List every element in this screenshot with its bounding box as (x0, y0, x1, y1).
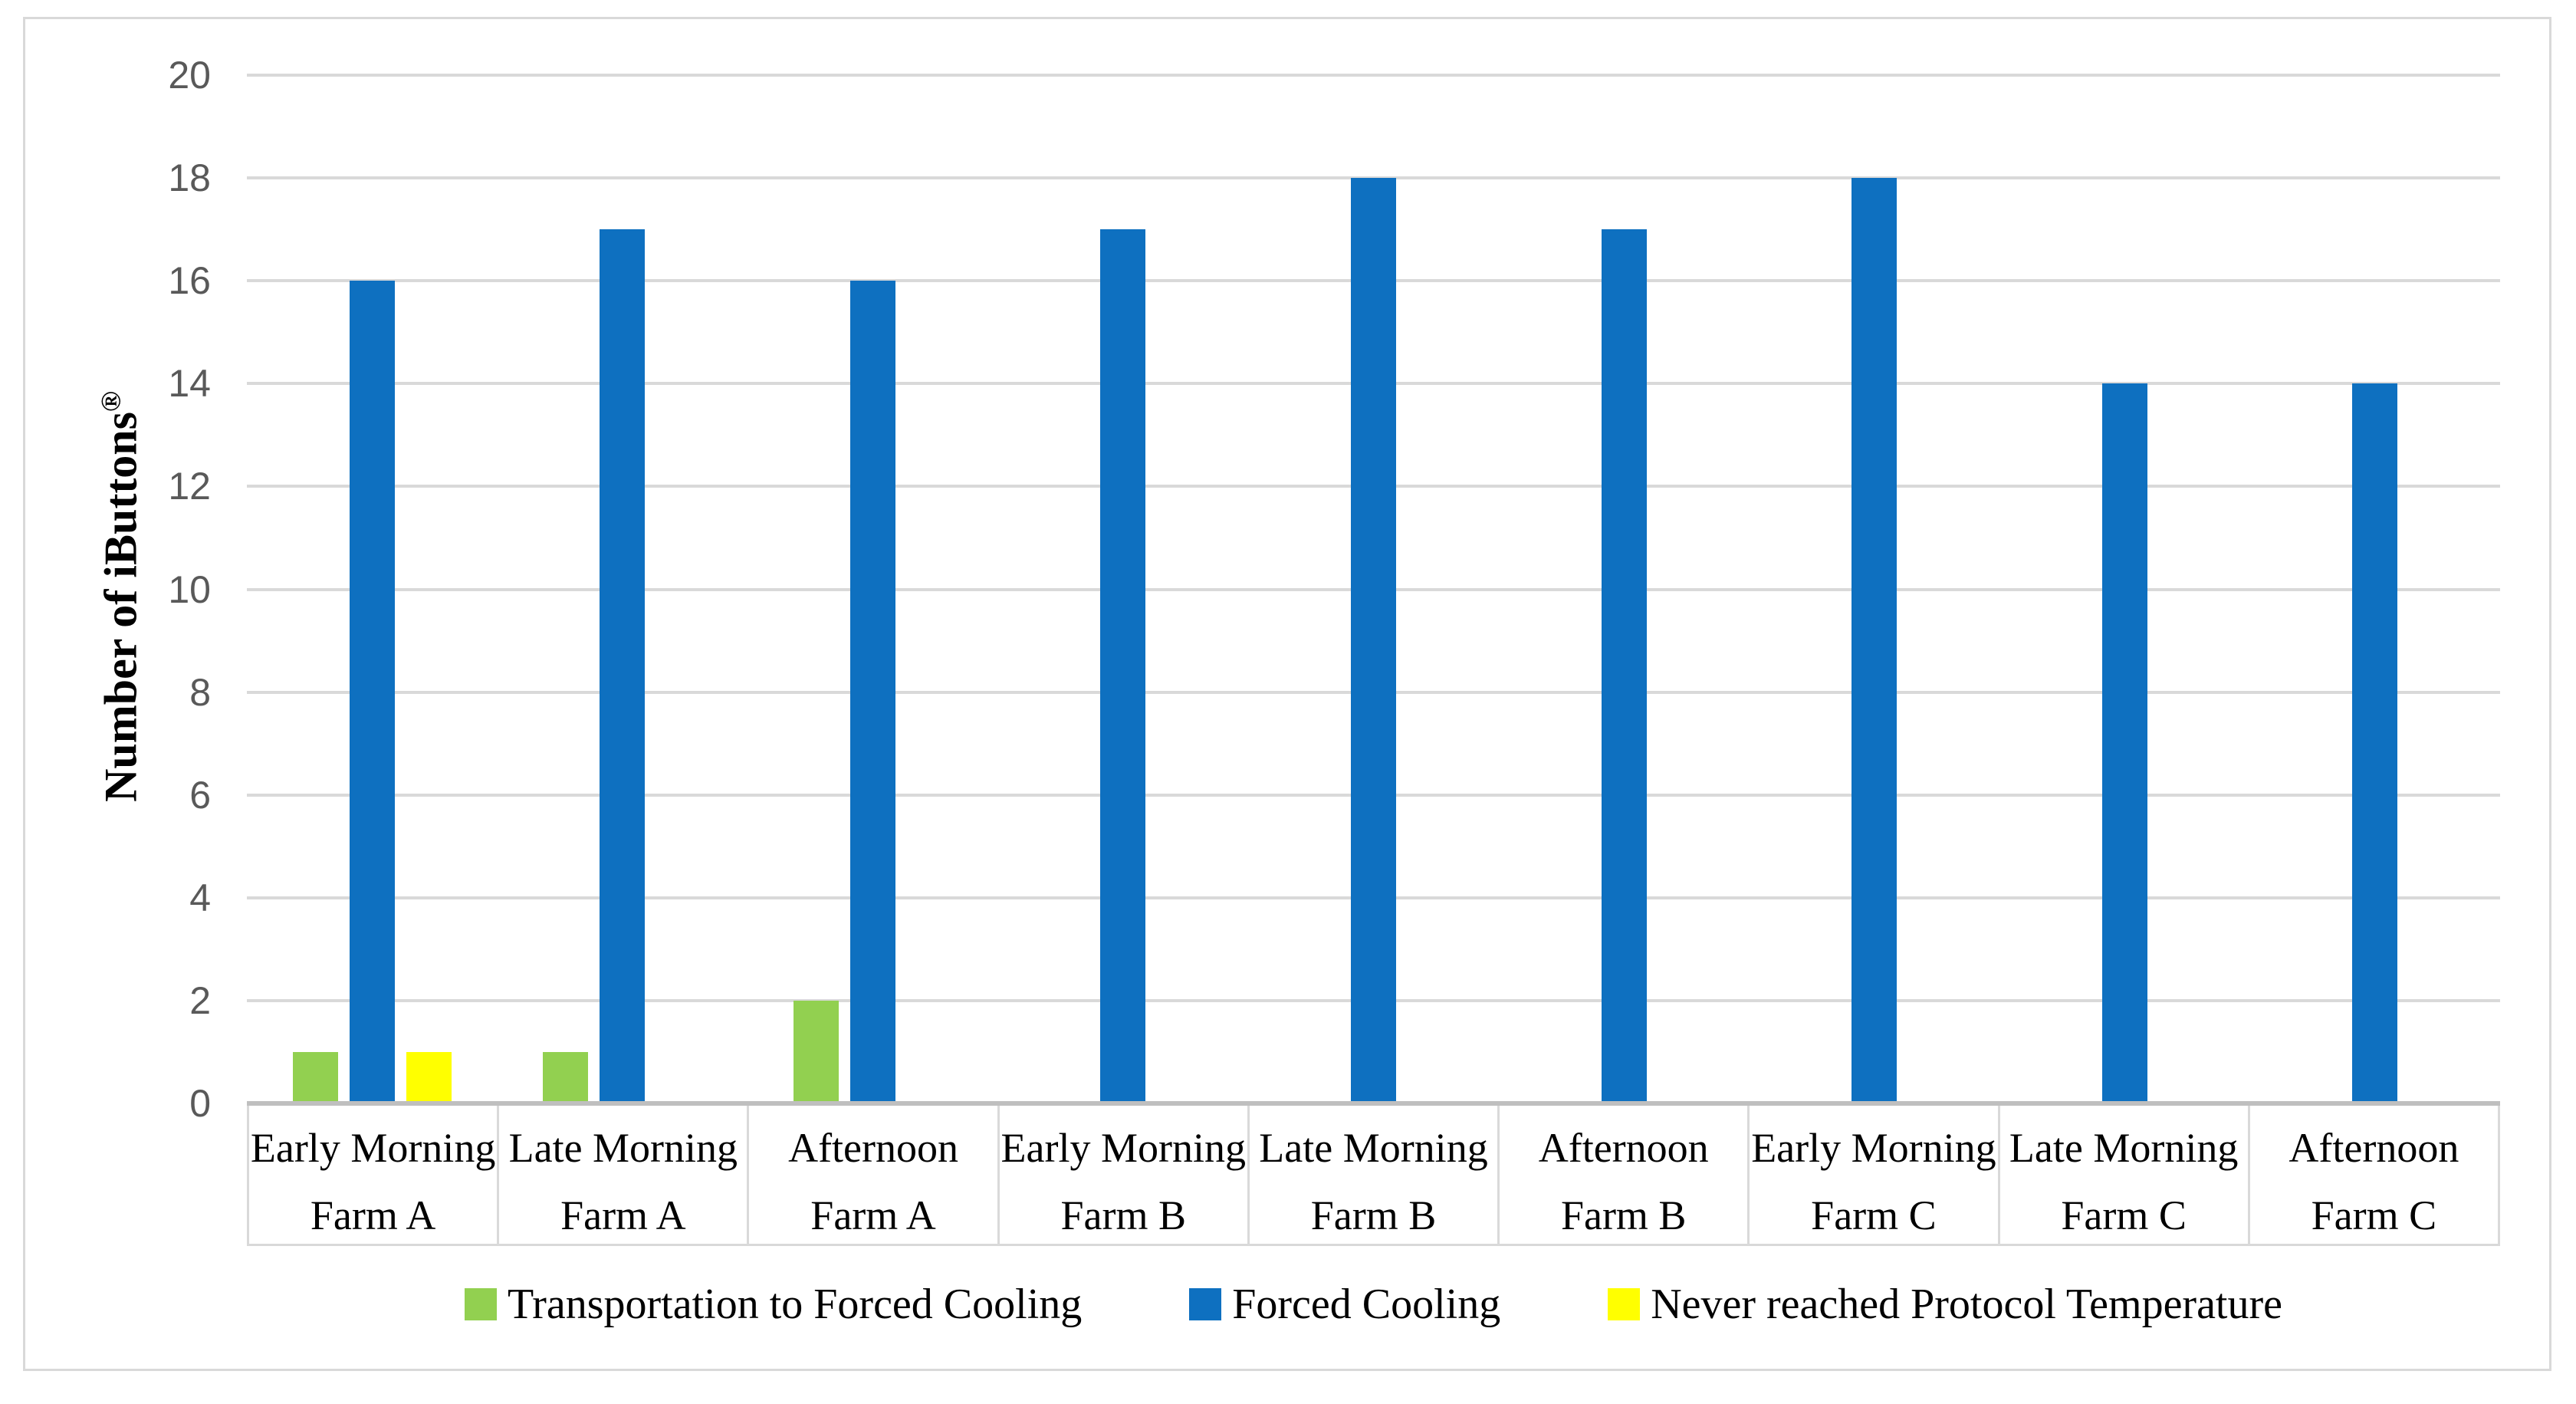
x-category-farm-label: Farm A (560, 1192, 686, 1238)
bar-group-9 (2249, 75, 2500, 1103)
x-axis-line (247, 1101, 2500, 1106)
y-tick-label-0: 0 (189, 1082, 211, 1125)
y-tick-label-8: 8 (189, 670, 211, 714)
bar-group-1 (247, 75, 498, 1103)
bar-series-2-cat-1 (349, 281, 395, 1103)
legend-label: Forced Cooling (1232, 1281, 1501, 1328)
x-category-cell-1: Early Morning Farm A (247, 1106, 497, 1244)
y-tick-label-18: 18 (168, 156, 211, 200)
x-category-farm-label: Farm C (1811, 1192, 1937, 1238)
legend-swatch-icon (1189, 1288, 1222, 1320)
bar-series-2-cat-9 (2352, 383, 2398, 1103)
x-category-farm-label: Farm B (1060, 1192, 1187, 1238)
gridline-y-18 (247, 176, 2500, 180)
bar-series-2-cat-8 (2101, 383, 2147, 1103)
x-category-cell-5: Late Morning Farm B (1247, 1106, 1497, 1244)
bar-series-2-cat-5 (1350, 178, 1396, 1103)
bar-series-2-cat-2 (600, 229, 646, 1103)
x-category-farm-label: Farm B (1310, 1192, 1437, 1238)
bar-series-2-cat-6 (1601, 229, 1647, 1103)
x-category-farm-label: Farm A (810, 1192, 936, 1238)
y-tick-label-4: 4 (189, 876, 211, 919)
legend-item-3: Never reached Protocol Temperature (1608, 1283, 2282, 1326)
x-category-cell-8: Late Morning Farm C (1997, 1106, 2248, 1244)
x-category-farm-label: Farm C (2061, 1192, 2187, 1238)
x-category-farm-label: Farm B (1560, 1192, 1687, 1238)
y-tick-label-12: 12 (168, 465, 211, 508)
y-tick-label-6: 6 (189, 773, 211, 817)
bar-group-3 (748, 75, 998, 1103)
x-category-cell-6: Afternoon Farm B (1497, 1106, 1747, 1244)
x-category-farm-label: Farm A (310, 1192, 436, 1238)
bar-series-2-cat-7 (1852, 178, 1898, 1103)
plot-area (247, 74, 2500, 1103)
bar-group-2 (498, 75, 748, 1103)
x-category-farm-label: Farm C (2311, 1192, 2437, 1238)
x-category-time-label: Early Morning (1751, 1125, 1996, 1171)
bar-group-4 (998, 75, 1249, 1103)
x-category-time-label: Early Morning (250, 1125, 496, 1171)
legend: Transportation to Forced Cooling Forced C… (247, 1283, 2500, 1326)
x-category-time-label: Late Morning (2009, 1125, 2239, 1171)
x-category-time-label: Early Morning (1001, 1125, 1246, 1171)
bar-group-7 (1749, 75, 1999, 1103)
bar-series-3-cat-1 (406, 1051, 452, 1103)
y-tick-label-14: 14 (168, 362, 211, 406)
x-category-time-label: Afternoon (2288, 1125, 2459, 1171)
legend-item-1: Transportation to Forced Cooling (465, 1283, 1082, 1326)
legend-swatch-icon (465, 1288, 497, 1320)
x-axis-category-labels: Early Morning Farm A Late Morning Farm A Aft… (247, 1106, 2500, 1246)
bar-series-1-cat-1 (292, 1051, 338, 1103)
x-category-cell-7: Early Morning Farm C (1747, 1106, 1997, 1244)
bar-series-2-cat-3 (849, 281, 895, 1103)
bar-group-6 (1499, 75, 1750, 1103)
legend-swatch-icon (1608, 1288, 1641, 1320)
gridline-y-20 (247, 74, 2500, 77)
bar-group-5 (1248, 75, 1499, 1103)
legend-item-2: Forced Cooling (1189, 1283, 1500, 1326)
x-category-cell-4: Early Morning Farm B (997, 1106, 1247, 1244)
bar-series-1-cat-3 (793, 1000, 839, 1103)
x-category-time-label: Afternoon (788, 1125, 959, 1171)
x-category-time-label: Late Morning (1259, 1125, 1488, 1171)
x-category-cell-9: Afternoon Farm C (2247, 1106, 2500, 1244)
legend-label: Never reached Protocol Temperature (1651, 1281, 2282, 1328)
y-tick-label-2: 2 (189, 978, 211, 1022)
bar-group-8 (1999, 75, 2250, 1103)
y-tick-label-10: 10 (168, 567, 211, 611)
x-category-time-label: Late Morning (508, 1125, 738, 1171)
y-tick-label-20: 20 (168, 54, 211, 97)
x-category-cell-2: Late Morning Farm A (497, 1106, 747, 1244)
bar-series-1-cat-2 (543, 1051, 589, 1103)
x-category-cell-3: Afternoon Farm A (747, 1106, 997, 1244)
chart-figure: Number of iButtons® 0 2 4 6 8 10 12 14 16 18 20 Ea… (23, 17, 2551, 1371)
legend-label: Transportation to Forced Cooling (508, 1281, 1083, 1328)
x-category-time-label: Afternoon (1538, 1125, 1709, 1171)
bar-series-2-cat-4 (1100, 229, 1146, 1103)
y-tick-label-16: 16 (168, 259, 211, 303)
